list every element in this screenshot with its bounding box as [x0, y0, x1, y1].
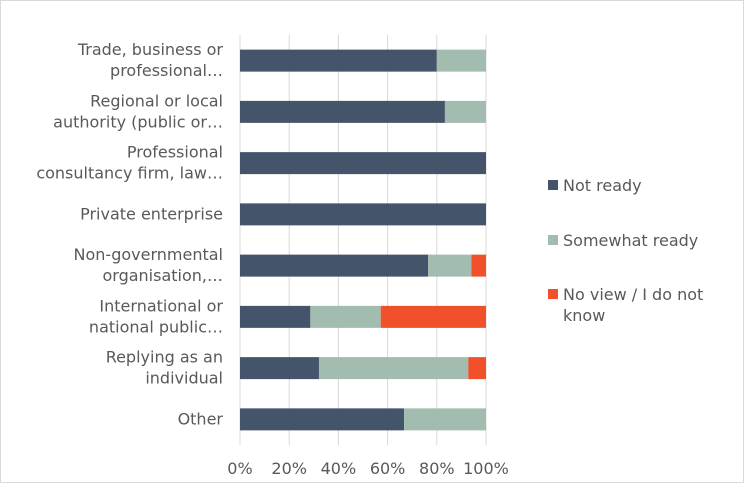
bar-segment-not-ready [240, 152, 486, 175]
legend: Not ready Somewhat ready No view / I do no… [548, 176, 703, 325]
legend-swatch [548, 180, 558, 190]
bar-segment-not-ready [240, 305, 311, 328]
category-label: Regional or local authority (public or… [53, 91, 223, 131]
x-tick-label: 0% [227, 459, 252, 478]
bar-segment-no-view-i-do-not-know [380, 305, 486, 328]
x-tick-label: 80% [419, 459, 455, 478]
x-axis-tick-labels: 0% 20% 40% 60% 80% 100% [227, 459, 509, 478]
bar-segment-not-ready [240, 203, 486, 226]
x-tick-label: 60% [370, 459, 406, 478]
category-labels: Trade, business or professional… Regional … [36, 40, 223, 428]
bar-segment-somewhat-ready [318, 357, 469, 380]
bar-segment-somewhat-ready [310, 305, 381, 328]
category-label: Trade, business or professional… [77, 40, 224, 80]
legend-label: Somewhat ready [563, 231, 698, 250]
category-label: Professional consultancy firm, law… [36, 143, 223, 183]
bar-segment-not-ready [240, 100, 445, 123]
bar-segment-somewhat-ready [404, 408, 486, 431]
bar-segment-somewhat-ready [436, 49, 486, 72]
bars [240, 49, 486, 431]
category-label: Replying as an individual [106, 348, 223, 388]
category-label: Private enterprise [80, 204, 223, 223]
grid-lines [239, 35, 487, 445]
bar-segment-no-view-i-do-not-know [471, 254, 486, 277]
legend-label: No view / I do not know [563, 285, 703, 325]
bar-segment-no-view-i-do-not-know [468, 357, 486, 380]
bar-segment-not-ready [240, 254, 429, 277]
x-tick-label: 40% [321, 459, 357, 478]
bar-segment-somewhat-ready [428, 254, 472, 277]
category-label: Non-governmental organisation,… [74, 245, 223, 285]
bar-segment-somewhat-ready [444, 100, 486, 123]
legend-swatch [548, 235, 558, 245]
legend-swatch [548, 289, 558, 299]
bar-segment-not-ready [240, 408, 405, 431]
bar-segment-not-ready [240, 357, 319, 380]
legend-label: Not ready [563, 176, 642, 195]
category-label: Other [178, 409, 224, 428]
category-label: International or national public… [89, 296, 223, 336]
x-tick-label: 100% [463, 459, 509, 478]
x-tick-label: 20% [271, 459, 307, 478]
bar-segment-not-ready [240, 49, 437, 72]
